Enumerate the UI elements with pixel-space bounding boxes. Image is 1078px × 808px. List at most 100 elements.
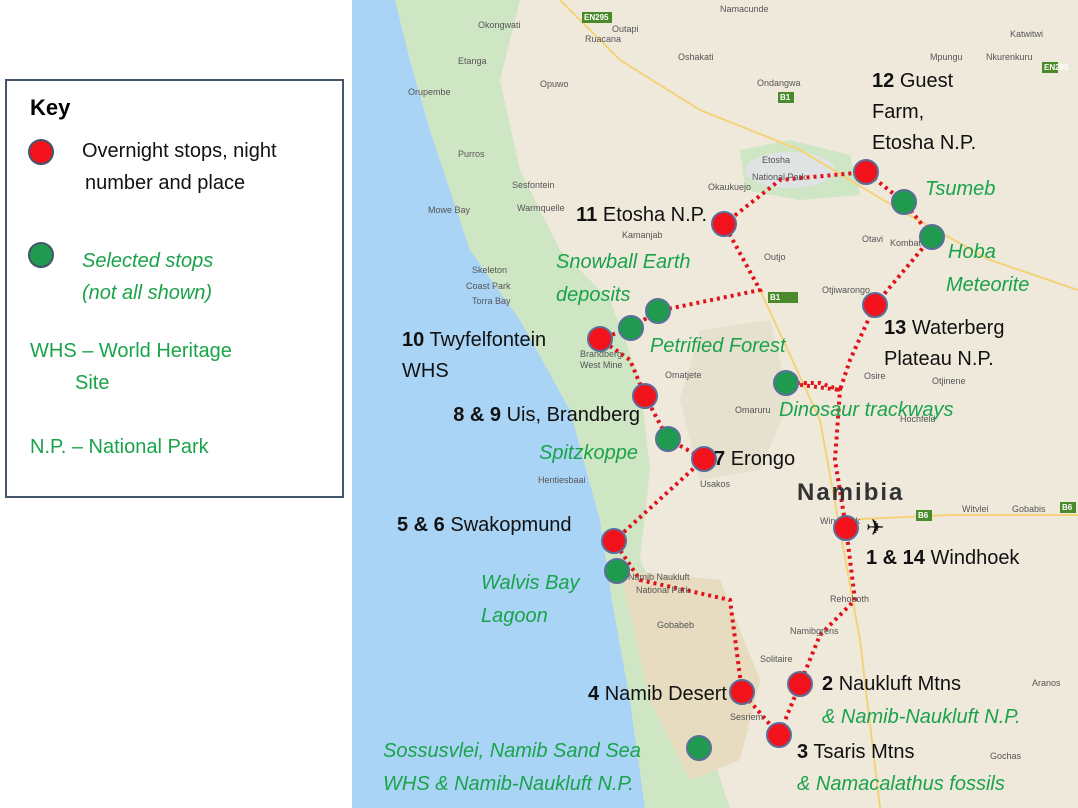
route	[595, 169, 935, 739]
map-place-label: Namibgrens	[790, 626, 839, 636]
selected-stop-marker	[773, 370, 799, 396]
map-place-label: Gochas	[990, 751, 1022, 761]
overnight-stop-label: 10 Twyfelfontein	[402, 329, 546, 351]
map-place-label: Solitaire	[760, 654, 793, 664]
map-place-label: Kombat	[890, 238, 922, 248]
selected-stop-label: Walvis Bay	[481, 572, 581, 594]
selected-stop-marker	[919, 224, 945, 250]
map-place-label: Warmquelle	[517, 203, 565, 213]
key-item-text: (not all shown)	[82, 282, 212, 304]
map-place-label: Otjinene	[932, 376, 966, 386]
map-place-label: Namib Naukluft	[628, 572, 690, 582]
road-badge	[778, 92, 794, 103]
road-badge-label: EN295	[1044, 63, 1069, 72]
road-badge	[1060, 502, 1076, 513]
map-place-label: Ondangwa	[757, 78, 801, 88]
map-place-label: Sesfontein	[512, 180, 555, 190]
road-badge-label: B6	[1062, 503, 1073, 512]
selected-stop-label: WHS & Namib-Naukluft N.P.	[383, 773, 634, 795]
map-place-label: Otavi	[862, 234, 883, 244]
road-badge	[582, 12, 612, 23]
map-place-label: Opuwo	[540, 79, 569, 89]
overnight-stop-label: 4 Namib Desert	[588, 683, 727, 705]
map-place-label: Ruacana	[585, 34, 621, 44]
key-box	[5, 79, 344, 498]
selected-stop-marker	[655, 426, 681, 452]
map-place-label: Okaukuejo	[708, 182, 751, 192]
selected-stop-label: Lagoon	[481, 605, 548, 627]
selected-stop-label: Meteorite	[946, 274, 1029, 296]
map-place-label: Okongwati	[478, 20, 521, 30]
map-place-label: Torra Bay	[472, 296, 511, 306]
overnight-stop-label: WHS	[402, 360, 449, 382]
stop-number: 8 & 9	[453, 404, 501, 426]
overnight-stop-label: 2 Naukluft Mtns	[822, 673, 961, 695]
road-badge	[768, 292, 798, 303]
overnight-stop-marker	[601, 528, 627, 554]
overnight-stop-label: 13 Waterberg	[884, 317, 1004, 339]
map-place-label: Gobabeb	[657, 620, 694, 630]
overnight-stop-marker	[862, 292, 888, 318]
stop-place: Guest	[900, 70, 954, 92]
stop-place: Swakopmund	[450, 514, 571, 536]
overnight-stop-label: 8 & 9 Uis, Brandberg	[453, 404, 640, 426]
map-place-label: Katwitwi	[1010, 29, 1043, 39]
stop-place: Windhoek	[931, 547, 1021, 569]
stop-number: 5 & 6	[397, 514, 445, 536]
map-place-label: Hentiesbaai	[538, 475, 586, 485]
stop-place: Tsaris Mtns	[813, 741, 914, 763]
map-place-label: Coast Park	[466, 281, 511, 291]
overnight-stop-label: Etosha N.P.	[872, 132, 976, 154]
map-place-label: Sesriem	[730, 712, 763, 722]
etosha-pan	[745, 152, 835, 188]
stop-place: Erongo	[731, 448, 796, 470]
stop-number: 4	[588, 683, 600, 705]
map-place-label: Brandberg	[580, 349, 622, 359]
overnight-stop-label: 1 & 14 Windhoek	[866, 547, 1020, 569]
stop-number: 3	[797, 741, 808, 763]
key-item-text: number and place	[85, 172, 245, 194]
stop-place: Namib Desert	[605, 683, 728, 705]
key-title: Key	[30, 95, 71, 120]
overnight-stop-marker	[711, 211, 737, 237]
map-place-label: Otjiwarongo	[822, 285, 870, 295]
map-place-label: Mpungu	[930, 52, 963, 62]
selected-stop-marker	[618, 315, 644, 341]
road	[839, 514, 1078, 521]
ocean	[352, 0, 645, 808]
map-place-label: Aranos	[1032, 678, 1061, 688]
overnight-stop-marker	[691, 446, 717, 472]
map-place-label: Outapi	[612, 24, 639, 34]
map-place-label: Etosha	[762, 155, 790, 165]
map-place-label: National Park	[752, 172, 807, 182]
stop-number: 12	[872, 70, 894, 92]
overnight-stop-label: Farm,	[872, 101, 924, 123]
overnight-stop-marker	[632, 383, 658, 409]
overnight-stop-marker	[587, 326, 613, 352]
map-place-label: Omaruru	[735, 405, 771, 415]
stop-place: Etosha N.P.	[603, 204, 707, 226]
stop-place: Naukluft Mtns	[839, 673, 961, 695]
stop-number: 7	[714, 448, 725, 470]
selected-stop-label: Tsumeb	[925, 178, 995, 200]
key-item-text: N.P. – National Park	[30, 436, 210, 458]
overnight-stop-label: 5 & 6 Swakopmund	[397, 514, 572, 536]
stop-place: Uis, Brandberg	[507, 404, 640, 426]
map-place-label: Skeleton	[472, 265, 507, 275]
selected-stop-label: Hoba	[948, 241, 996, 263]
stop-number: 1 & 14	[866, 547, 926, 569]
stop-number: 2	[822, 673, 833, 695]
desert	[620, 570, 760, 780]
road-badge	[916, 510, 932, 521]
key-item-text: WHS – World Heritage	[30, 340, 232, 362]
map-place-label: Namacunde	[720, 4, 769, 14]
map-place-label: Outjo	[764, 252, 786, 262]
road-badge-label: B6	[918, 511, 929, 520]
map-place-label: Omatjete	[665, 370, 702, 380]
selected-stop-marker	[686, 735, 712, 761]
overnight-stop-label: 3 Tsaris Mtns	[797, 741, 914, 763]
key-item-text: Selected stops	[82, 250, 213, 272]
stop-number: 11	[576, 204, 597, 226]
stop-number: 13	[884, 317, 906, 339]
